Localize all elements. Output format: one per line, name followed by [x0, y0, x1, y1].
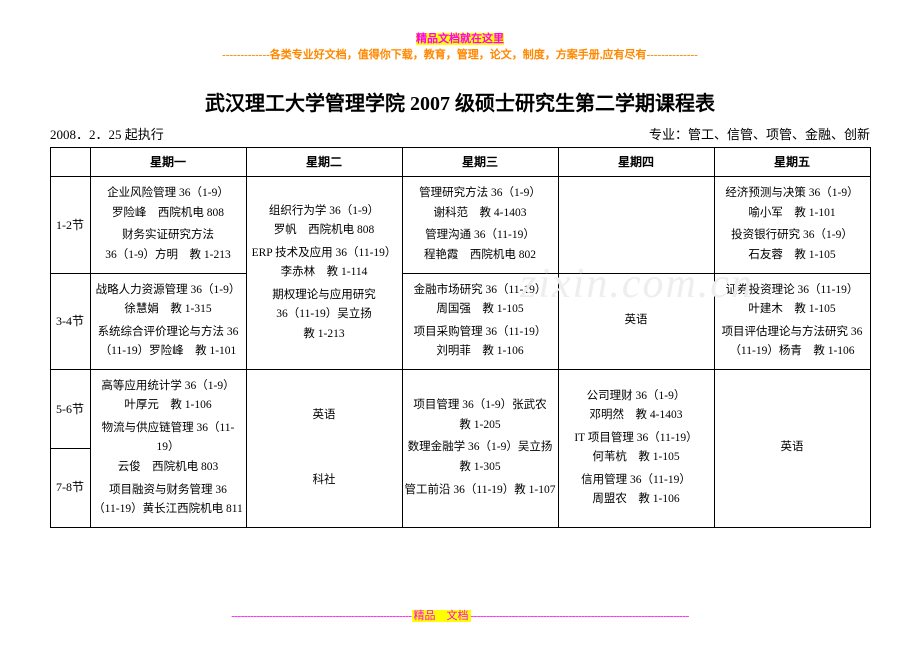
course-text: 李赤林 教 1-114: [281, 266, 368, 278]
course-text: 公司理财 36（1-9）: [587, 390, 686, 402]
course-text: 程艳霞 西院机电 802: [424, 249, 536, 261]
course-text: 管理研究方法 36（1-9）: [419, 187, 541, 199]
header-mon: 星期一: [90, 148, 246, 177]
header-wed: 星期三: [402, 148, 558, 177]
cell-r34-fri: 证券投资理论 36（11-19） 叶建木 教 1-105 项目评估理论与方法研究 …: [714, 273, 870, 369]
footer-dash-left: ----------------------------------------…: [231, 610, 411, 622]
course-text: （11-19）黄长江西院机电 811: [93, 503, 243, 515]
course-text: 期权理论与应用研究: [272, 289, 376, 301]
period-34: 3-4节: [50, 273, 90, 369]
cell-r34-wed: 金融市场研究 36（11-19） 周国强 教 1-105 项目采购管理 36（11…: [402, 273, 558, 369]
cell-r56-mon: 高等应用统计学 36（1-9） 叶厚元 教 1-106 物流与供应链管理 36（1…: [90, 369, 246, 527]
course-text: 项目采购管理 36（11-19）: [414, 326, 547, 338]
course-text: 项目评估理论与方法研究 36: [722, 326, 863, 338]
course-text: 证券投资理论 36（11-19）: [726, 284, 859, 296]
period-78: 7-8节: [50, 448, 90, 527]
course-text: 系统综合评价理论与方法 36: [98, 326, 239, 338]
course-text: 喻小军 教 1-101: [748, 207, 835, 219]
course-text: ERP 技术及应用 36（11-19）: [252, 247, 397, 259]
course-text: 项目融资与财务管理 36: [109, 484, 227, 496]
course-text: 经济预测与决策 36（1-9）: [725, 187, 858, 199]
header-blank: [50, 148, 90, 177]
course-text: 教 1-205: [459, 419, 500, 431]
footer-mid: 精品 文档: [412, 610, 471, 622]
cell-r34-mon: 战略人力资源管理 36（1-9） 徐慧娟 教 1-315 系统综合评价理论与方法 …: [90, 273, 246, 369]
cell-r56-thu: 公司理财 36（1-9） 邓明然 教 4-1403 IT 项目管理 36（11-1…: [558, 369, 714, 527]
cell-r12-fri: 经济预测与决策 36（1-9） 喻小军 教 1-101 投资银行研究 36（1-9…: [714, 177, 870, 273]
course-text: 周盟农 教 1-106: [592, 493, 679, 505]
row-34: 3-4节 战略人力资源管理 36（1-9） 徐慧娟 教 1-315 系统综合评价理…: [50, 273, 870, 369]
top-banner: 精品文档就在这里 -------------各类专业好文档，值得你下载，教育，管…: [0, 0, 920, 62]
course-text: （11-19）罗险峰 教 1-101: [100, 345, 237, 357]
course-text: 教 1-213: [303, 328, 344, 340]
course-text: 谢科范 教 4-1403: [434, 207, 527, 219]
course-text: 邓明然 教 4-1403: [590, 409, 683, 421]
course-text: 科社: [249, 471, 400, 491]
period-12: 1-2节: [50, 177, 90, 273]
footer-dash-right: ----------------------------------------…: [471, 610, 689, 622]
course-text: 管理沟通 36（11-19）: [425, 229, 535, 241]
course-text: 刘明菲 教 1-106: [436, 345, 523, 357]
course-text: 管工前沿 36（11-19）教 1-107: [405, 484, 556, 496]
course-text: IT 项目管理 36（11-19）: [574, 432, 697, 444]
course-text: 罗险峰 西院机电 808: [112, 207, 224, 219]
course-text: 何苇杭 教 1-105: [592, 451, 679, 463]
course-text: 金融市场研究 36（11-19）: [414, 284, 547, 296]
cell-r12-thu: [558, 177, 714, 273]
header-thu: 星期四: [558, 148, 714, 177]
course-text: 教 1-305: [459, 461, 500, 473]
course-text: 周国强 教 1-105: [436, 303, 523, 315]
cell-r56-tue: 英语 科社: [246, 369, 402, 527]
row-12: 1-2节 企业风险管理 36（1-9） 罗险峰 西院机电 808 财务实证研究方法…: [50, 177, 870, 273]
course-text: 信用管理 36（11-19）: [581, 474, 691, 486]
course-text: 36（1-9）方明 教 1-213: [105, 249, 231, 261]
course-text: 投资银行研究 36（1-9）: [731, 229, 853, 241]
meta-row: 2008．2．25 起执行 专业：管工、信管、项管、金融、创新: [50, 124, 870, 143]
course-text: 高等应用统计学 36（1-9）: [101, 380, 234, 392]
course-text: 物流与供应链管理 36（11-19）: [102, 422, 235, 454]
page-title: 武汉理工大学管理学院 2007 级硕士研究生第二学期课程表: [0, 87, 920, 116]
schedule-table: 星期一 星期二 星期三 星期四 星期五 1-2节 企业风险管理 36（1-9） 罗…: [50, 147, 871, 528]
course-text: 英语: [249, 406, 400, 426]
banner-line1: 精品文档就在这里: [416, 33, 504, 45]
course-text: 数理金融学 36（1-9）吴立扬: [408, 441, 553, 453]
course-text: 36（11-19）吴立扬: [276, 308, 371, 320]
cell-r12-wed: 管理研究方法 36（1-9） 谢科范 教 4-1403 管理沟通 36（11-19…: [402, 177, 558, 273]
banner-line2: -------------各类专业好文档，值得你下载，教育，管理，论文，制度，方…: [222, 49, 698, 61]
course-text: 财务实证研究方法: [122, 229, 214, 241]
meta-left: 2008．2．25 起执行: [50, 124, 164, 143]
course-text: 企业风险管理 36（1-9）: [107, 187, 229, 199]
row-56: 5-6节 高等应用统计学 36（1-9）叶厚元 教 1-106 物流与供应链管理…: [50, 369, 870, 448]
course-text: 石友蓉 教 1-105: [748, 249, 835, 261]
cell-r12-mon: 企业风险管理 36（1-9） 罗险峰 西院机电 808 财务实证研究方法 36（1-…: [90, 177, 246, 273]
cell-r56-wed: 项目管理 36（1-9）张武农教 1-205 数理金融学 36（1-9）吴立扬教…: [402, 369, 558, 527]
header-row: 星期一 星期二 星期三 星期四 星期五: [50, 148, 870, 177]
course-text: 项目管理 36（1-9）张武农: [413, 399, 546, 411]
header-fri: 星期五: [714, 148, 870, 177]
footer: ----------------------------------------…: [0, 607, 920, 623]
course-text: 叶建木 教 1-105: [748, 303, 835, 315]
cell-r56-fri: 英语: [714, 369, 870, 527]
course-text: 云俊 西院机电 803: [118, 461, 219, 473]
cell-r34-thu: 英语: [558, 273, 714, 369]
cell-r12-tue: 组织行为学 36（1-9） 罗帆 西院机电 808 ERP 技术及应用 36（11…: [246, 177, 402, 369]
header-tue: 星期二: [246, 148, 402, 177]
meta-right: 专业：管工、信管、项管、金融、创新: [649, 124, 870, 143]
period-56: 5-6节: [50, 369, 90, 448]
course-text: 罗帆 西院机电 808: [274, 224, 375, 236]
course-text: （11-19）杨青 教 1-106: [729, 345, 854, 357]
course-text: 徐慧娟 教 1-315: [124, 303, 211, 315]
course-text: 战略人力资源管理 36（1-9）: [96, 284, 241, 296]
course-text: 叶厚元 教 1-106: [124, 399, 211, 411]
course-text: 组织行为学 36（1-9）: [269, 205, 379, 217]
